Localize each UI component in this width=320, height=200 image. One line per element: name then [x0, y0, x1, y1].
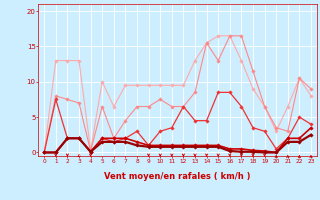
X-axis label: Vent moyen/en rafales ( km/h ): Vent moyen/en rafales ( km/h ) [104, 172, 251, 181]
